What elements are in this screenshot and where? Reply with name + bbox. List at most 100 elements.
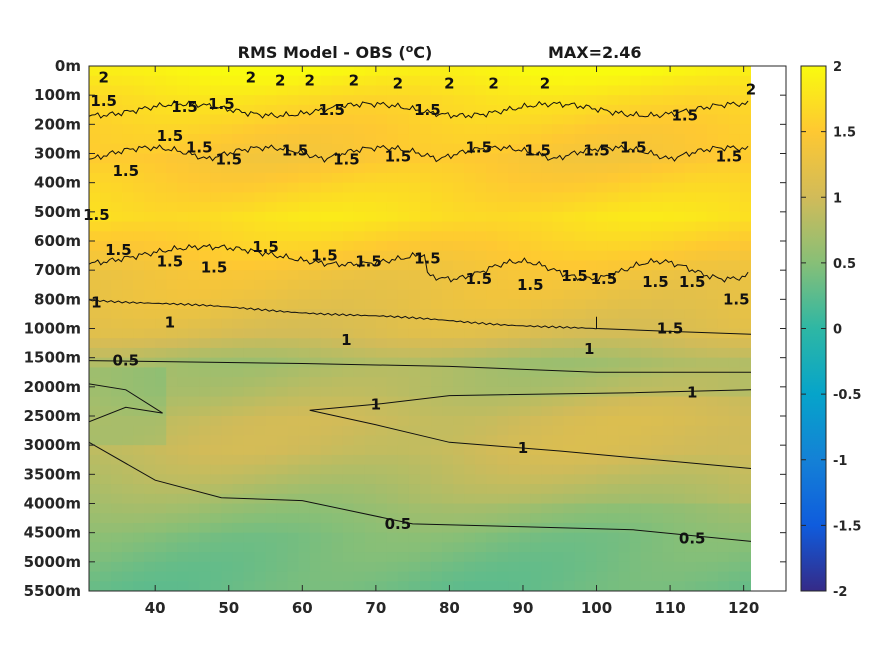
heatmap-cell — [585, 153, 598, 164]
heatmap-cell — [673, 377, 686, 388]
heatmap-cell — [574, 542, 587, 553]
heatmap-cell — [651, 66, 664, 77]
heatmap-cell — [188, 85, 200, 96]
heatmap-cell — [353, 124, 366, 135]
heatmap-cell — [155, 299, 167, 310]
heatmap-cell — [122, 289, 134, 300]
heatmap-cell — [453, 270, 465, 281]
heatmap-cell — [254, 367, 267, 378]
heatmap-cell — [640, 542, 653, 553]
heatmap-cell — [530, 182, 542, 193]
heatmap-cell — [144, 425, 156, 437]
heatmap-cell — [276, 406, 289, 417]
heatmap-cell — [640, 153, 653, 164]
heatmap-cell — [695, 513, 708, 524]
heatmap-cell — [276, 299, 289, 310]
heatmap-cell — [651, 445, 664, 456]
heatmap-cell — [155, 279, 167, 291]
heatmap-cell — [585, 328, 598, 339]
heatmap-cell — [706, 406, 719, 417]
heatmap-cell — [728, 182, 741, 193]
heatmap-cell — [177, 104, 189, 116]
heatmap-cell — [265, 318, 278, 330]
heatmap-cell — [122, 503, 134, 514]
heatmap-cell — [309, 124, 322, 135]
heatmap-cell — [89, 309, 101, 320]
heatmap-cell — [486, 474, 498, 485]
heatmap-cell — [420, 406, 432, 417]
heatmap-cell — [508, 367, 520, 378]
heatmap-cell — [695, 318, 708, 330]
heatmap-cell — [166, 309, 178, 320]
heatmap-cell — [353, 114, 366, 125]
heatmap-cell — [519, 309, 531, 320]
heatmap-cell — [386, 347, 399, 359]
heatmap-cell — [431, 377, 443, 388]
heatmap-cell — [408, 425, 421, 437]
heatmap-cell — [133, 250, 145, 262]
heatmap-cell — [420, 85, 432, 96]
heatmap-cell — [254, 484, 267, 495]
heatmap-cell — [309, 270, 322, 281]
heatmap-cell — [375, 338, 388, 349]
heatmap-cell — [497, 318, 509, 330]
x-tick-label: 80 — [439, 599, 460, 617]
heatmap-cell — [497, 95, 509, 106]
heatmap-cell — [320, 532, 333, 543]
heatmap-cell — [265, 445, 278, 456]
heatmap-cell — [706, 357, 719, 368]
heatmap-cell — [386, 241, 399, 252]
heatmap-cell — [475, 435, 487, 446]
heatmap-cell — [166, 532, 178, 543]
heatmap-cell — [519, 377, 531, 388]
heatmap-cell — [364, 406, 377, 417]
heatmap-cell — [89, 299, 101, 310]
heatmap-cell — [342, 445, 355, 456]
heatmap-cell — [199, 484, 211, 495]
heatmap-cell — [199, 435, 211, 446]
heatmap-cell — [276, 493, 289, 505]
heatmap-cell — [486, 202, 498, 213]
heatmap-cell — [375, 561, 388, 573]
heatmap-cell — [552, 250, 565, 262]
heatmap-cell — [287, 289, 300, 300]
heatmap-cell — [618, 338, 631, 349]
x-tick-label: 120 — [728, 599, 759, 617]
heatmap-cell — [541, 231, 553, 242]
heatmap-cell — [177, 484, 189, 495]
heatmap-cell — [629, 542, 642, 553]
heatmap-cell — [530, 435, 542, 446]
heatmap-cell — [408, 202, 421, 213]
contour-label: 2 — [393, 75, 403, 93]
heatmap-cell — [431, 202, 443, 213]
heatmap-cell — [89, 464, 101, 475]
heatmap-cell — [717, 211, 730, 223]
heatmap-cell — [386, 299, 399, 310]
heatmap-cell — [386, 571, 399, 582]
heatmap-cell — [199, 522, 211, 534]
heatmap-cell — [342, 396, 355, 407]
heatmap-cell — [486, 85, 498, 96]
heatmap-cell — [254, 513, 267, 524]
colorbar-tick-label: -2 — [833, 585, 847, 600]
heatmap-cell — [574, 445, 587, 456]
heatmap-cell — [122, 513, 134, 524]
heatmap-cell — [353, 279, 366, 291]
heatmap-cell — [431, 221, 443, 232]
heatmap-cell — [541, 571, 553, 582]
heatmap-cell — [89, 552, 101, 563]
heatmap-cell — [673, 406, 686, 417]
heatmap-cell — [706, 95, 719, 106]
heatmap-cell — [420, 542, 432, 553]
heatmap-cell — [618, 279, 631, 291]
heatmap-cell — [254, 182, 267, 193]
heatmap-cell — [133, 474, 145, 485]
heatmap-cell — [662, 299, 675, 310]
heatmap-cell — [232, 406, 245, 417]
heatmap-cell — [408, 454, 421, 466]
heatmap-cell — [442, 134, 454, 145]
contour-label: 1 — [584, 340, 594, 358]
heatmap-cell — [475, 552, 487, 563]
heatmap-cell — [298, 445, 311, 456]
heatmap-cell — [111, 182, 123, 193]
